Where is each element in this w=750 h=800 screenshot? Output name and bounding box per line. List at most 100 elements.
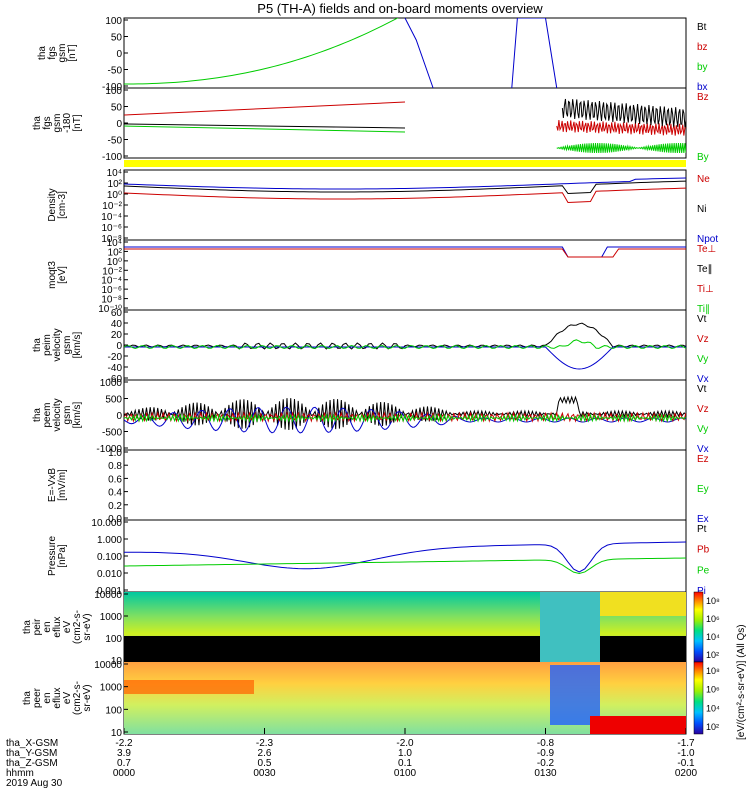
y-tick-label: -100: [102, 82, 122, 93]
legend-entry: Ey: [697, 484, 709, 495]
legend-entry: Te⊥: [697, 244, 716, 255]
legend-entry: Ne: [697, 174, 710, 185]
y-axis-label: [eV]: [57, 266, 68, 284]
peir-right-yellow-band: [600, 592, 686, 616]
y-axis-label: velocity: [52, 398, 63, 431]
panel-y-labels: tha fgs gsm [nT]tha fgs gsm -180 [nT]Density [cm…: [22, 44, 93, 715]
legend-entry: bz: [697, 42, 708, 53]
trace-fgs180-bt: [124, 123, 406, 129]
y-axis-label: tha: [32, 408, 43, 422]
peer-cold-hole: [550, 665, 600, 725]
y-tick-label: 10⁻⁴: [101, 276, 122, 287]
y-axis-label: [nT]: [67, 44, 78, 61]
panel-frame-temperature: [123, 239, 687, 311]
legend-entry: by: [697, 62, 708, 73]
y-tick-label: 10⁻⁸: [101, 295, 122, 306]
y-tick-label: 20: [111, 330, 123, 341]
y-axis-label: tha: [22, 691, 33, 705]
y-tick-label: 100: [105, 705, 122, 716]
legend-entry: Pi: [697, 586, 706, 597]
x-row-label: tha_X-GSM: [6, 738, 58, 749]
colorbar-ticks: 10⁸ 10⁶ 10⁴ 10² 10⁸ 10⁶ 10⁴ 10²: [706, 596, 720, 732]
y-axis-label: peir: [32, 618, 43, 635]
x-date-label: 2019 Aug 30: [6, 778, 63, 789]
x-position-label: -0.9: [537, 748, 555, 759]
trace-temp-te-perp: [124, 248, 686, 258]
y-tick-label: 10⁰: [107, 257, 122, 268]
trace-fgs180-by: [124, 125, 406, 133]
y-tick-label: -100: [102, 152, 122, 163]
x-position-label: 0.5: [258, 758, 272, 769]
y-tick-label: 0: [116, 49, 122, 60]
y-tick-label: 1000: [100, 683, 123, 694]
colorbar-peir: [693, 591, 704, 663]
y-axis-label: (cm2-s-: [72, 681, 83, 715]
peer-spectrogram: [124, 662, 686, 734]
trace-density-ne: [124, 187, 686, 204]
y-axis-label: [km/s]: [72, 331, 83, 358]
y-axis-label: [nPa]: [57, 544, 68, 568]
y-axis-label: eflux: [52, 616, 63, 637]
y-tick-label: 10⁰: [107, 190, 122, 201]
legend-entry: Te∥: [697, 264, 713, 275]
y-tick-label: 10: [111, 656, 123, 667]
x-position-label: -0.8: [537, 738, 555, 749]
y-axis-label: eV: [62, 621, 73, 634]
legend-entry: Vx: [697, 444, 709, 455]
trace-pressure-pe: [124, 557, 686, 575]
y-tick-label: 500: [105, 395, 122, 406]
x-position-label: -1.0: [677, 748, 695, 759]
y-axis-label: peim: [42, 334, 53, 356]
y-axis-label: tha: [32, 116, 43, 130]
y-tick-label: 0.8: [108, 461, 122, 472]
y-tick-label: 0.2: [108, 501, 122, 512]
x-position-label: 2.6: [258, 748, 272, 759]
y-axis-label: [mV/m]: [57, 469, 68, 501]
y-tick-label: 100: [105, 634, 122, 645]
x-position-label: 1.0: [398, 748, 412, 759]
panel-frame-fgs-gsm: [123, 17, 687, 89]
y-axis-label: (cm2-s-: [72, 610, 83, 644]
y-tick-label: 50: [111, 103, 123, 114]
trace-peim-vx: [124, 346, 686, 370]
y-tick-label: 10⁴: [107, 238, 122, 249]
y-tick-label: 0: [116, 411, 122, 422]
y-tick-label: 0.4: [108, 488, 122, 499]
trace-peim-vy: [124, 339, 686, 350]
y-axis-label: sr-eV): [82, 684, 93, 711]
y-tick-label: 1.0: [108, 448, 122, 459]
y-axis-label: gsm: [52, 114, 63, 133]
colorbar-tick-label: 10⁴: [706, 632, 720, 642]
peir-low-energy-black: [124, 636, 686, 662]
x-time-label: 0000: [113, 768, 136, 779]
y-tick-label: 0.100: [97, 552, 122, 563]
y-tick-label: 40: [111, 319, 123, 330]
trace-fgs180-by-2: [556, 142, 686, 154]
colorbar-tick-label: 10²: [706, 722, 719, 732]
y-axis-label: velocity: [52, 328, 63, 361]
y-axis-label: -180: [62, 113, 73, 133]
y-axis-label: peem: [42, 402, 53, 427]
legend-entry: Ti⊥: [697, 284, 714, 295]
colorbar-label: [eV/(cm²-s-sr-eV)] (All Qs): [736, 624, 747, 740]
y-tick-label: 0.6: [108, 474, 122, 485]
trace-density-npot: [124, 177, 686, 190]
y-axis-label: peer: [32, 687, 43, 708]
y-axis-label: [nT]: [72, 114, 83, 131]
y-tick-label: 10.000: [91, 518, 122, 529]
legend-entry: Ez: [697, 454, 709, 465]
trace-fgs-bx-2: [511, 18, 558, 89]
legend-entry: Pb: [697, 545, 710, 556]
x-position-label: -0.1: [677, 758, 695, 769]
figure-title: P5 (TH-A) fields and on-board moments ov…: [257, 1, 543, 16]
x-position-label: 3.9: [117, 748, 131, 759]
y-axis-label: gsm: [62, 336, 73, 355]
y-tick-label: 0.0: [108, 514, 122, 525]
y-tick-label: 0.001: [97, 586, 122, 597]
y-axis-label: [km/s]: [72, 401, 83, 428]
y-axis-label: Density: [47, 188, 58, 221]
y-tick-label: -50: [108, 136, 123, 147]
y-tick-label: -40: [108, 363, 123, 374]
trace-fgs180-bt-2: [561, 98, 686, 128]
